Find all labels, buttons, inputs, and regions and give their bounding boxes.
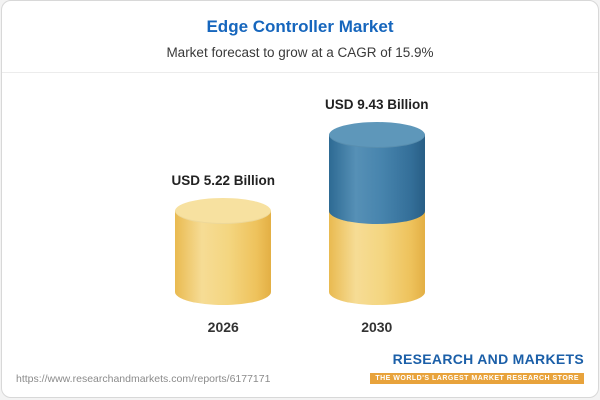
- bar-value-label-2026: USD 5.22 Billion: [171, 173, 275, 189]
- bar-year-label-2030: 2030: [361, 319, 393, 335]
- chart-area: USD 5.22 Billion 2026 USD 9.43 Billion 2030: [2, 73, 598, 335]
- segment-base-2030: [328, 211, 425, 305]
- segment-growth-2030: [328, 122, 425, 225]
- chart-header: Edge Controller Market Market forecast t…: [2, 1, 598, 73]
- bar-group-2026: USD 5.22 Billion 2026: [171, 173, 275, 335]
- cylinder-2026: [175, 198, 272, 305]
- bar-value-label-2030: USD 9.43 Billion: [325, 97, 429, 113]
- brand-tagline: THE WORLD'S LARGEST MARKET RESEARCH STOR…: [370, 373, 584, 384]
- bar-year-label-2026: 2026: [207, 319, 239, 335]
- bar-group-2030: USD 9.43 Billion 2030: [325, 97, 429, 335]
- footer: https://www.researchandmarkets.com/repor…: [2, 343, 598, 397]
- segment-base-2026: [175, 198, 272, 305]
- cylinder-2030: [328, 122, 425, 305]
- chart-subtitle: Market forecast to grow at a CAGR of 15.…: [166, 45, 434, 60]
- brand-name: RESEARCH AND MARKETS: [392, 351, 584, 367]
- brand-logo: RESEARCH AND MARKETS THE WORLD'S LARGEST…: [370, 351, 584, 385]
- chart-title: Edge Controller Market: [206, 17, 394, 36]
- source-url-link[interactable]: https://www.researchandmarkets.com/repor…: [16, 373, 271, 385]
